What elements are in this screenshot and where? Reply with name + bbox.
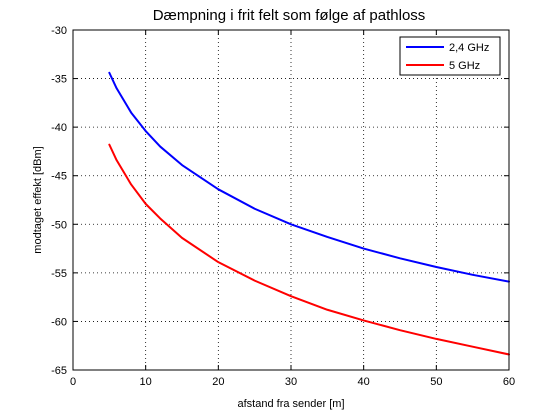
y-tick-label: -45 — [51, 171, 67, 183]
axis-ticks: 0 10 20 30 40 50 60 -30 -35 -40 -45 -50 -55 -60 -65 — [51, 25, 515, 388]
x-tick-label: 50 — [430, 376, 442, 388]
legend-label-series-1: 2,4 GHz — [449, 42, 489, 54]
y-tick-label: -30 — [51, 25, 67, 37]
y-axis-label: modtaget effekt [dBm] — [32, 146, 44, 253]
series-line-2 — [108, 143, 510, 356]
x-tick-label: 10 — [140, 376, 152, 388]
x-tick-label: 20 — [212, 376, 224, 388]
x-tick-label: 0 — [70, 376, 76, 388]
y-tick-label: -65 — [51, 365, 67, 377]
y-tick-label: -50 — [51, 219, 67, 231]
x-tick-label: 60 — [503, 376, 515, 388]
y-tick-label: -60 — [51, 316, 67, 328]
chart-title: Dæmpning i frit felt som følge af pathlo… — [153, 7, 426, 24]
y-tick-label: -35 — [51, 74, 67, 86]
legend-box — [399, 36, 501, 76]
grid — [73, 30, 509, 370]
legend-label-series-2: 5 GHz — [449, 60, 480, 72]
x-tick-label: 40 — [358, 376, 370, 388]
y-tick-label: -55 — [51, 268, 67, 280]
legend: 2,4 GHz 5 GHz — [399, 36, 501, 76]
x-tick-label: 30 — [285, 376, 297, 388]
y-tick-label: -40 — [51, 122, 67, 134]
series-line-1 — [108, 71, 510, 283]
x-axis-label: afstand fra sender [m] — [238, 398, 345, 410]
series-lines — [108, 71, 510, 356]
